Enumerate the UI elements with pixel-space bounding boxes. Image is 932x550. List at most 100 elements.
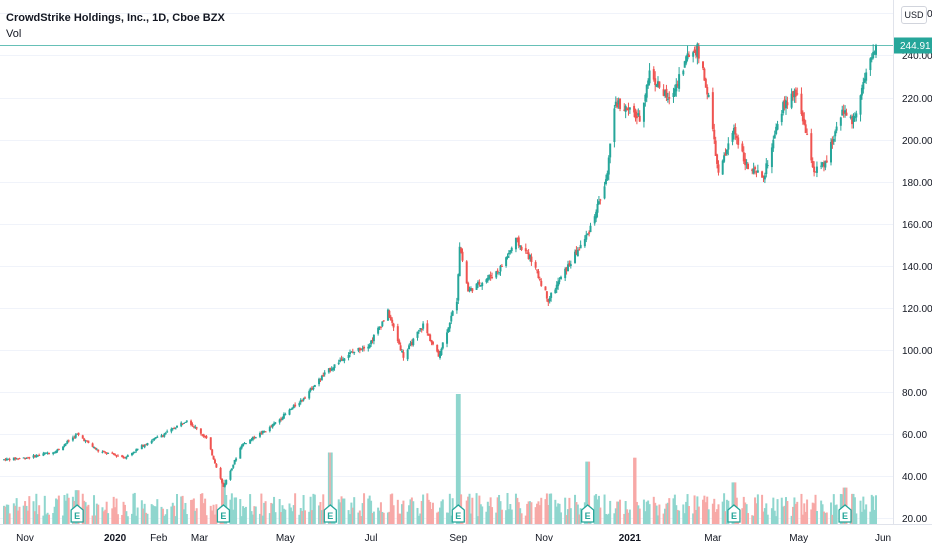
candle-body [775,126,778,135]
candle-body [662,89,665,96]
candle-body [813,166,816,173]
candle-body [153,438,156,440]
volume-bar [870,494,873,524]
volume-bar [617,501,620,524]
price-axis[interactable]: 20.00 40.00 60.00 80.00 100.00 120.00 140.00 16… [902,9,932,525]
candle-body [174,428,177,430]
candle-body [792,91,795,98]
volume-bar [230,493,233,524]
candle-body [623,109,626,111]
currency-button[interactable]: USD [901,6,927,24]
volume-bar [250,511,253,524]
candle-body [225,480,228,485]
volume-bar [800,493,803,524]
candle-body [506,256,509,258]
volume-bar [25,505,28,524]
candle-body [219,467,222,479]
volume-bar [703,495,706,524]
volume-bar [510,509,513,524]
volume-bar [258,513,261,524]
earnings-marker-icon[interactable]: E [727,504,741,523]
candle-body [716,154,719,164]
candle-body [851,117,854,125]
volume-bar [28,496,31,524]
candle-body [723,155,726,162]
candle-body [312,387,315,390]
candle-body [261,430,264,434]
candle-body [682,70,685,75]
earnings-marker-icon[interactable]: E [323,504,337,523]
volume-bar [752,515,755,524]
candle-body [440,348,443,355]
volume-bar [319,501,322,524]
candle-body [436,344,439,352]
volume-bar [22,505,25,524]
volume-bar [38,505,41,524]
candle-body [55,451,58,454]
candle-body [199,428,202,434]
volume-bar [796,501,799,524]
candle-body [624,105,627,112]
volume-bar [476,516,479,524]
earnings-marker-icon[interactable]: E [70,504,84,523]
volume-bar [692,513,695,524]
candle-body [133,451,136,453]
candle-body [42,453,45,456]
volume-bar [638,508,641,524]
candle-body [465,261,468,284]
volume-bar [114,507,117,524]
volume-bar [398,513,401,524]
symbol-title[interactable]: CrowdStrike Holdings, Inc., 1D, Cboe BZX [6,12,225,24]
volume-bar [623,513,626,524]
volume-bar [635,501,638,524]
volume-indicator-label[interactable]: Vol [6,28,22,40]
volume-bar [772,497,775,524]
volume-bar [603,494,606,524]
candle-body [333,364,336,369]
candle-body [811,160,814,168]
earnings-marker-icon[interactable]: E [838,504,852,523]
volume-bar [66,493,69,524]
volume-bar [855,513,858,524]
candle-body [831,139,834,145]
volume-bar [555,506,558,524]
volume-bar [416,507,419,524]
volume-bar [95,503,98,524]
volume-bar [475,493,478,524]
candle-body [865,72,868,81]
candle-body [554,289,557,294]
volume-bar [391,493,394,524]
candle-body [205,436,208,438]
candle-body [762,175,765,178]
volume-bar [271,503,274,524]
candle-body [122,457,125,459]
candle-body [676,84,679,86]
candle-body [431,341,434,345]
volume-bar [408,505,411,524]
candle-body [260,432,263,434]
y-tick-label: 240.00 [902,51,932,62]
earnings-marker-icon[interactable]: E [216,504,231,523]
volume-bar [126,516,129,524]
volume-bar [776,499,779,524]
volume-bar [813,503,816,524]
volume-bar [763,508,766,524]
volume-bar [251,514,254,524]
candle-body [609,143,612,158]
volume-bar [447,512,450,524]
x-tick-label: Jun [875,533,891,544]
candle-body [863,78,866,83]
candle-body [235,458,238,461]
x-tick-label: May [789,533,808,544]
volume-bar [15,498,18,524]
candle-body [852,115,855,122]
earnings-marker-icon[interactable]: E [451,504,465,523]
volume-bar [361,503,364,524]
volume-bar [614,508,617,524]
candle-body [232,464,235,468]
earnings-marker-icon[interactable]: E [581,504,595,523]
time-axis[interactable]: Nov 2020 Feb Mar May Jul Sep Nov 2021 Mar May Jun [16,533,891,544]
volume-bar [593,495,596,524]
candle-body [479,285,482,287]
